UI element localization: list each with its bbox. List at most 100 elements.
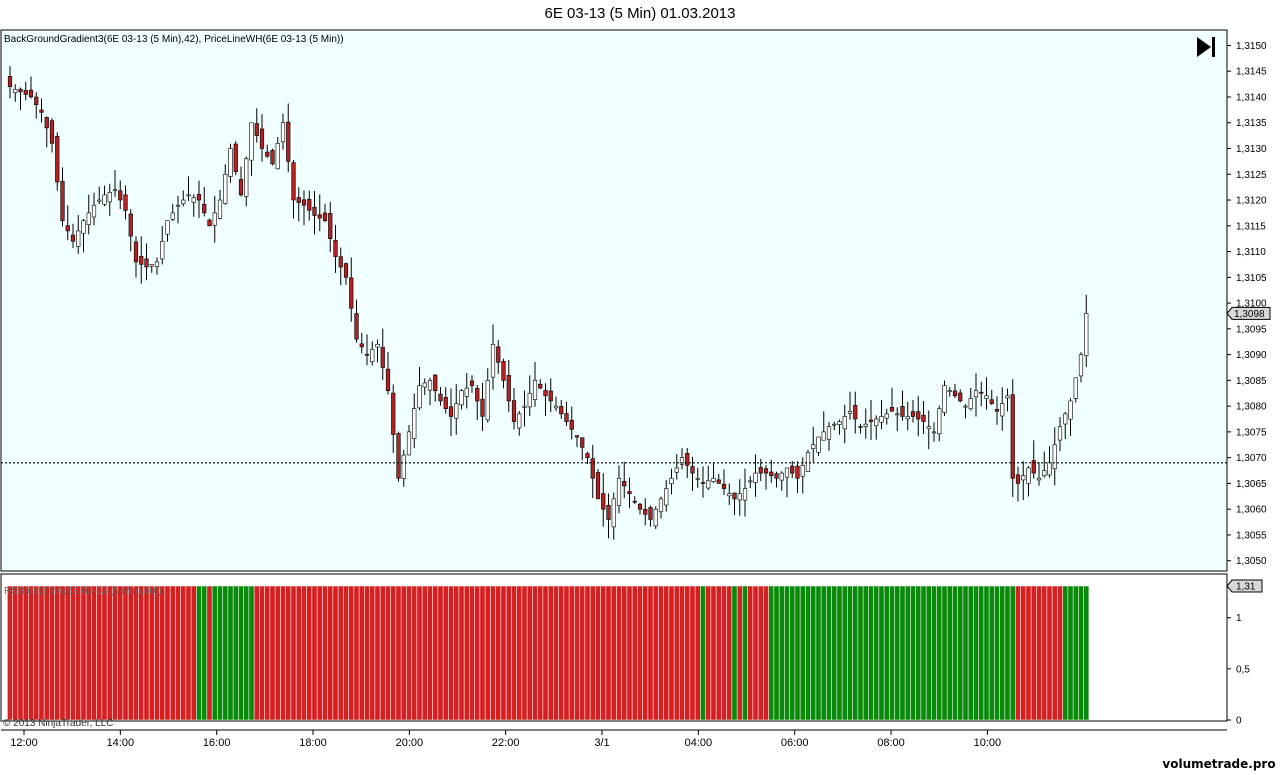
- candle-body: [91, 204, 97, 218]
- candle-body: [286, 121, 291, 162]
- candle-body: [349, 277, 354, 309]
- indicators-label: BackGroundGradient3(6E 03-13 (5 Min),42)…: [4, 34, 344, 45]
- rs-bar: [936, 585, 943, 721]
- rs-bar: [22, 585, 29, 721]
- rs-bar: [1036, 585, 1042, 721]
- candle-body: [601, 493, 606, 510]
- candle-body: [606, 504, 611, 520]
- price-tick-label: 1,3075: [1236, 427, 1267, 438]
- candle-body: [706, 480, 711, 489]
- rs-bar: [1051, 585, 1058, 721]
- price-tick-label: 1,3065: [1236, 479, 1267, 490]
- candle-body: [123, 194, 128, 211]
- rs-bar: [910, 585, 916, 721]
- rs-bar: [668, 585, 675, 721]
- rs-bar: [847, 585, 853, 721]
- candle-body: [165, 220, 170, 235]
- price-tick-label: 1,3050: [1236, 556, 1267, 567]
- candle-body: [223, 173, 228, 204]
- rs-bar: [689, 585, 696, 721]
- time-axis: 12:00 14:00 16:00 18:00 20:00 22:00 3/1 04:00 06…: [10, 730, 1001, 749]
- rs-bar: [1046, 585, 1053, 721]
- time-tick-label: 06:00: [781, 737, 809, 749]
- copyright-label: © 2013 NinjaTrader, LLC: [3, 718, 113, 729]
- rs-bar: [563, 585, 570, 721]
- candle-body: [800, 465, 805, 477]
- candle-body: [784, 467, 790, 478]
- candle-body: [853, 405, 858, 420]
- candle-body: [832, 423, 837, 426]
- rs-bar: [1015, 585, 1021, 721]
- rs-bar: [453, 585, 460, 721]
- candle-body: [112, 189, 118, 192]
- candle-body: [1057, 426, 1063, 441]
- rs-bar: [306, 585, 313, 721]
- candle-body: [501, 360, 506, 381]
- rs-bar: [416, 585, 423, 721]
- rs-bar: [605, 585, 612, 721]
- rs-bar: [511, 585, 517, 721]
- price-tick-label: 1,3055: [1236, 530, 1267, 541]
- rs-bar: [631, 585, 638, 721]
- candle-body: [7, 76, 13, 87]
- candle-body: [443, 397, 448, 410]
- candle-body: [522, 405, 527, 408]
- price-tick-label: 1,3145: [1236, 67, 1267, 78]
- candle-body: [989, 399, 994, 404]
- rsbars-axis: 10,50: [1227, 613, 1250, 727]
- rs-bar: [85, 585, 92, 721]
- candle-body: [847, 410, 853, 414]
- candle-body: [532, 380, 538, 400]
- candle-body: [737, 493, 742, 501]
- skip-forward-icon[interactable]: [1197, 37, 1215, 57]
- rs-bar: [589, 585, 596, 721]
- candle-body: [679, 457, 685, 465]
- candle-body: [879, 416, 884, 423]
- candle-body: [107, 192, 112, 203]
- candle-body: [774, 473, 779, 479]
- rs-bar: [626, 585, 633, 721]
- candle-body: [805, 452, 811, 472]
- rs-bar: [658, 585, 664, 721]
- rs-bar: [899, 585, 906, 721]
- candle-body: [595, 472, 601, 500]
- candle-body: [490, 343, 496, 378]
- candle-body: [39, 109, 44, 113]
- candle-body: [333, 240, 338, 258]
- candle-body: [889, 407, 895, 412]
- candle-body: [979, 391, 984, 394]
- window-title: 6E 03-13 (5 Min) 01.03.2013: [544, 5, 736, 22]
- candle-body: [590, 458, 595, 479]
- rs-bar: [7, 585, 13, 721]
- rs-bar: [169, 585, 176, 721]
- candle-body: [658, 498, 664, 513]
- rs-bar: [227, 585, 234, 721]
- candle-body: [1015, 474, 1021, 484]
- candle-body: [13, 88, 18, 93]
- candle-body: [685, 452, 690, 466]
- rs-bar: [1030, 585, 1037, 721]
- rs-bar: [925, 585, 932, 721]
- candle-body: [553, 405, 559, 409]
- rs-bar: [742, 585, 748, 721]
- candle-body: [207, 219, 212, 227]
- rs-bar: [12, 585, 19, 721]
- price-panel[interactable]: [0, 29, 1228, 572]
- rs-bar: [1062, 585, 1069, 721]
- rs-bar: [484, 585, 491, 721]
- candle-body: [417, 385, 422, 409]
- rs-bar: [621, 585, 628, 721]
- rs-bar: [705, 585, 712, 721]
- rs-bar: [904, 585, 911, 721]
- rs-bar: [883, 585, 890, 721]
- price-tick-label: 1,3110: [1236, 247, 1266, 258]
- price-tick-label: 1,3085: [1236, 376, 1267, 387]
- price-tick-label: 1,3140: [1236, 92, 1267, 103]
- candle-body: [338, 256, 343, 268]
- rs-bar: [1067, 585, 1074, 721]
- time-tick-label: 22:00: [492, 737, 520, 749]
- candle-body: [186, 194, 191, 197]
- rs-bar: [201, 585, 208, 721]
- rs-bar: [232, 585, 239, 721]
- candle-body: [758, 467, 763, 474]
